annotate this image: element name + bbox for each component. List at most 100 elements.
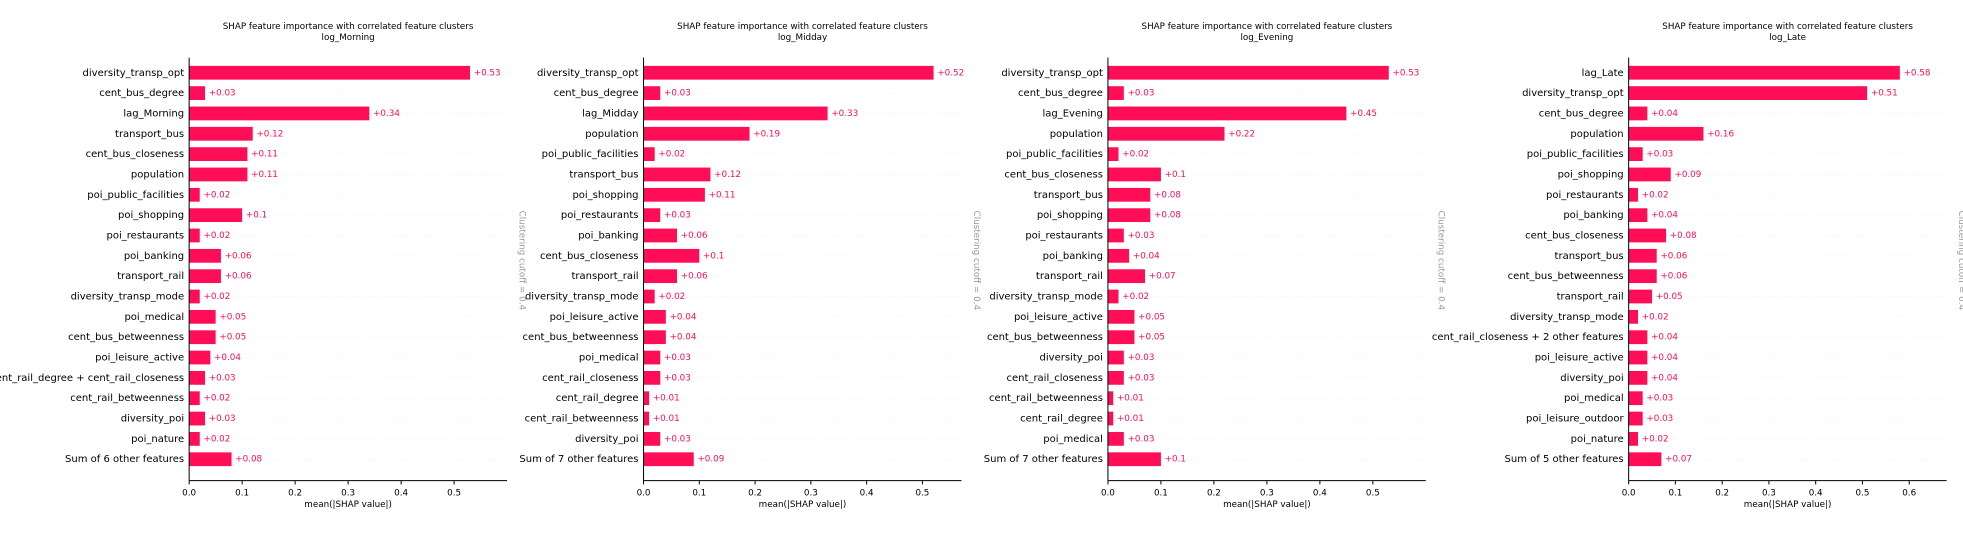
x-tick-label: 0.4 — [1313, 489, 1327, 499]
bar — [189, 126, 253, 141]
value-label: +0.03 — [209, 89, 236, 99]
bar — [1107, 289, 1119, 304]
bar — [643, 350, 661, 365]
chart-subtitle: log_Morning — [322, 33, 375, 43]
value-label: +0.53 — [1393, 68, 1420, 78]
cutoff-annotation: Clustering cutoff = 0.4 — [971, 211, 981, 311]
y-tick-label: poi_public_facilities — [1006, 149, 1103, 160]
value-label: +0.03 — [1646, 414, 1673, 424]
bar — [1107, 391, 1114, 406]
y-tick-label: population — [585, 129, 638, 140]
y-tick-label: cent_rail_betweenness — [70, 393, 184, 404]
value-label: +0.03 — [664, 211, 691, 221]
y-tick-label: poi_medical — [124, 312, 184, 323]
value-label: +0.04 — [1133, 251, 1160, 261]
bar — [189, 167, 248, 182]
bar — [643, 208, 661, 223]
y-tick-label: cent_bus_closeness — [1525, 230, 1623, 241]
cutoff-annotation: Clustering cutoff = 0.4 — [517, 211, 527, 311]
bar — [1628, 309, 1639, 324]
y-tick-label: diversity_poi — [1560, 373, 1623, 384]
y-tick-label: cent_bus_degree — [1018, 88, 1103, 99]
x-axis-label: mean(|SHAP value|) — [1744, 500, 1832, 510]
y-tick-label: cent_bus_degree — [99, 88, 184, 99]
bar — [189, 106, 370, 121]
bar — [643, 309, 666, 324]
y-tick-label: transport_rail — [572, 271, 639, 282]
y-tick-label: poi_leisure_active — [550, 312, 639, 323]
bar — [1628, 187, 1639, 202]
value-label: +0.04 — [670, 333, 697, 343]
x-tick-label: 0.2 — [748, 489, 762, 499]
value-label: +0.02 — [1642, 190, 1669, 200]
y-tick-label: diversity_transp_mode — [989, 292, 1103, 303]
bar — [189, 65, 470, 80]
y-tick-label: poi_nature — [131, 434, 184, 445]
bar — [1107, 330, 1135, 345]
bar — [1107, 411, 1114, 426]
bar — [189, 432, 200, 446]
y-tick-label: poi_banking — [1563, 210, 1623, 221]
x-tick-label: 0.0 — [1622, 489, 1636, 499]
bar — [1628, 330, 1648, 345]
bar — [189, 330, 216, 345]
value-label: +0.02 — [1122, 150, 1149, 160]
bar — [189, 350, 211, 365]
y-tick-label: diversity_poi — [1040, 353, 1103, 364]
bar — [643, 370, 661, 385]
y-tick-label: lag_Late — [1582, 68, 1624, 79]
y-tick-label: diversity_transp_mode — [525, 292, 639, 303]
value-label: +0.04 — [670, 312, 697, 322]
x-tick-label: 0.3 — [341, 489, 355, 499]
x-tick-label: 0.6 — [1902, 489, 1916, 499]
y-tick-label: poi_banking — [1043, 251, 1103, 262]
value-label: +0.08 — [1154, 211, 1181, 221]
value-label: +0.04 — [214, 353, 241, 363]
y-tick-label: Sum of 5 other features — [1505, 454, 1624, 465]
value-label: +0.06 — [1660, 251, 1687, 261]
bar — [189, 208, 243, 223]
bar — [189, 86, 206, 100]
value-label: +0.07 — [1149, 272, 1176, 282]
value-label: +0.02 — [658, 292, 685, 302]
bar — [1628, 86, 1868, 100]
bar — [1628, 269, 1657, 284]
bar — [189, 248, 221, 263]
y-tick-label: Sum of 6 other features — [65, 454, 184, 465]
bar — [189, 289, 200, 304]
bar — [1107, 432, 1124, 446]
value-label: +0.19 — [753, 129, 780, 139]
x-tick-label: 0.1 — [1154, 489, 1168, 499]
value-label: +0.03 — [664, 89, 691, 99]
y-tick-label: diversity_poi — [575, 434, 638, 445]
bar — [643, 126, 750, 141]
value-label: +0.22 — [1228, 129, 1255, 139]
value-label: +0.04 — [1651, 353, 1678, 363]
bar — [643, 289, 655, 304]
y-tick-label: poi_restaurants — [561, 210, 639, 221]
y-tick-label: transport_rail — [1036, 271, 1103, 282]
bar — [189, 269, 221, 284]
y-tick-label: poi_medical — [1564, 393, 1624, 404]
y-tick-label: poi_nature — [1571, 434, 1624, 445]
x-tick-label: 0.3 — [1762, 489, 1776, 499]
bar — [189, 228, 200, 243]
value-label: +0.08 — [1154, 190, 1181, 200]
x-tick-label: 0.4 — [860, 489, 874, 499]
y-tick-label: cent_rail_betweenness — [525, 414, 639, 425]
x-tick-label: 0.3 — [804, 489, 818, 499]
bar — [643, 330, 666, 345]
chart-subtitle: log_Evening — [1240, 33, 1293, 43]
value-label: +0.06 — [1660, 272, 1687, 282]
value-label: +0.03 — [664, 434, 691, 444]
value-label: +0.02 — [203, 190, 230, 200]
y-tick-label: population — [1050, 129, 1103, 140]
bar — [189, 411, 206, 426]
bar — [1107, 248, 1130, 263]
y-tick-label: population — [131, 169, 184, 180]
value-label: +0.08 — [235, 455, 262, 465]
x-tick-label: 0.5 — [1366, 489, 1380, 499]
value-label: +0.03 — [1646, 150, 1673, 160]
value-label: +0.03 — [209, 414, 236, 424]
value-label: +0.04 — [1651, 333, 1678, 343]
